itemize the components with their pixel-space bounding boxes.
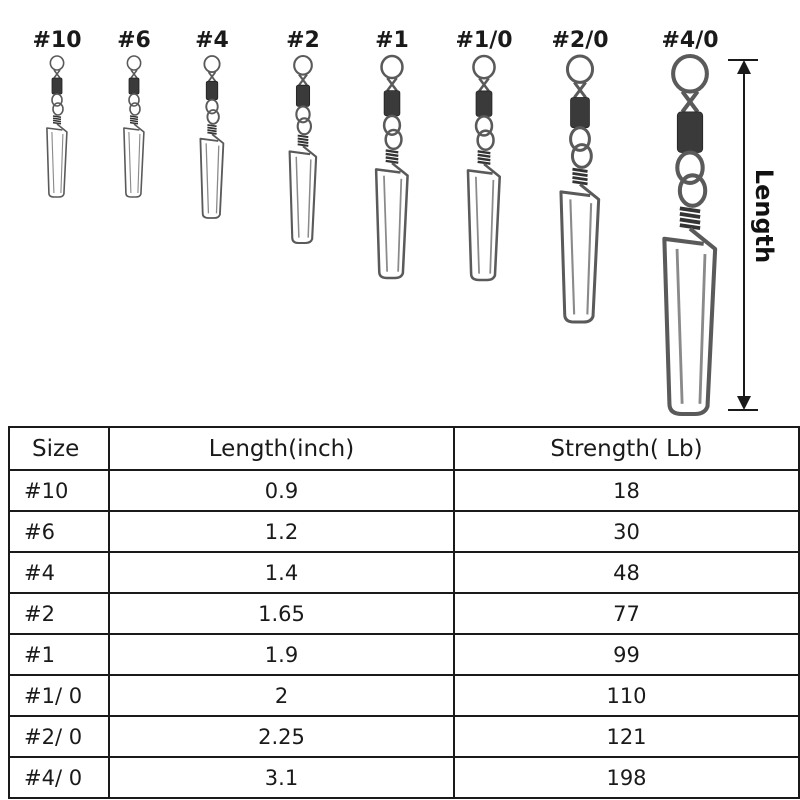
table-row: #4 1.4 48 [8,551,800,594]
table-row: #6 1.2 30 [8,510,800,553]
table-row: #10 0.9 18 [8,469,800,512]
size-cell: #6 [8,510,110,553]
size-label-6: #6 [117,28,151,53]
strength-cell: 198 [453,756,800,799]
table-row: #2/ 0 2.25 121 [8,715,800,758]
table-row: #1/ 0 2 110 [8,674,800,717]
length-arrow-icon [728,59,758,411]
header-size: Size [8,426,110,471]
snap-swivel-3 [199,55,225,219]
snap-swivel-6 [466,54,501,282]
table-header-row: Size Length(inch) Strength( Lb) [8,426,800,471]
strength-cell: 99 [453,633,800,676]
size-cell: #1 [8,633,110,676]
strength-cell: 18 [453,469,800,512]
size-cell: #2/ 0 [8,715,110,758]
snap-swivel-4 [288,54,318,245]
header-strength: Strength( Lb) [453,426,800,471]
size-cell: #10 [8,469,110,512]
snap-swivel-7 [559,54,601,324]
size-label-4-0: #4/0 [661,28,719,53]
size-cell: #2 [8,592,110,635]
length-cell: 1.4 [108,551,455,594]
size-label-10: #10 [32,28,82,53]
size-label-1-0: #1/0 [455,28,513,53]
snap-size-illustration: #10 #6 #4 #2 #1 #1/0 #2/0 #4/0 Length [32,28,778,417]
snap-swivel-1 [46,55,68,198]
size-cell: #4 [8,551,110,594]
table-row: #2 1.65 77 [8,592,800,635]
length-cell: 1.9 [108,633,455,676]
size-label-2-0: #2/0 [551,28,609,53]
size-label-1: #1 [375,28,409,53]
snap-swivel-8 [662,53,718,417]
length-cell: 1.65 [108,592,455,635]
length-cell: 2.25 [108,715,455,758]
strength-cell: 48 [453,551,800,594]
snap-swivel-5 [374,54,409,280]
table-row: #4/ 0 3.1 198 [8,756,800,799]
size-label-2: #2 [286,28,320,53]
size-cell: #4/ 0 [8,756,110,799]
snap-drawings [46,53,718,417]
strength-cell: 77 [453,592,800,635]
length-cell: 1.2 [108,510,455,553]
strength-cell: 110 [453,674,800,717]
length-cell: 3.1 [108,756,455,799]
length-label: Length [750,168,778,264]
snap-swivel-2 [123,55,145,198]
size-label-4: #4 [195,28,229,53]
size-cell: #1/ 0 [8,674,110,717]
strength-cell: 30 [453,510,800,553]
size-spec-table: Size Length(inch) Strength( Lb) #10 0.9 … [8,426,800,799]
length-cell: 0.9 [108,469,455,512]
length-cell: 2 [108,674,455,717]
table-row: #1 1.9 99 [8,633,800,676]
header-length: Length(inch) [108,426,455,471]
strength-cell: 121 [453,715,800,758]
